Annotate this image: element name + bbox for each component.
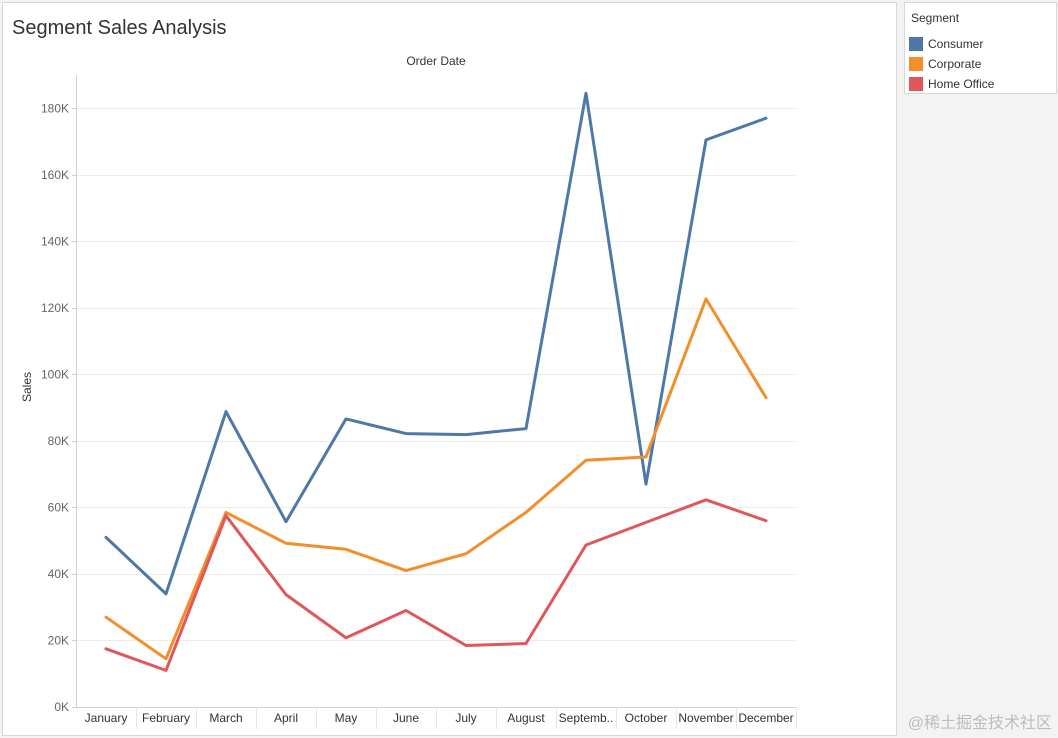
y-tick-label: 100K [41,367,69,381]
legend-item-consumer[interactable]: Consumer [908,35,1054,53]
legend-title: Segment [911,11,960,25]
legend-item-corporate[interactable]: Corporate [908,55,1054,73]
y-tick-label: 180K [41,101,69,115]
x-tick-label: November [678,711,733,725]
x-tick-label: December [738,711,793,725]
gridlines [76,108,796,641]
x-tick-label: June [393,711,419,725]
x-tick-label: January [85,711,128,725]
axes: 0K 20K 40K 60K 80K 100K 120K 140K 160K 180K Januar… [41,75,797,729]
x-tick-label: July [455,711,476,725]
top-axis-label: Order Date [406,54,466,68]
series-lines [104,91,768,672]
legend-swatch-consumer [909,37,923,51]
x-tick-label: April [274,711,298,725]
series-line-home-office[interactable] [104,498,768,672]
legend-label: Home Office [928,77,995,91]
x-tick-label: March [209,711,242,725]
legend-label: Corporate [928,57,982,71]
legend-swatch-home-office [909,77,923,91]
x-tick-label: October [625,711,668,725]
watermark: @稀土掘金技术社区 [907,715,1052,732]
legend-label: Consumer [928,37,984,51]
y-tick-label: 60K [48,500,69,514]
x-tick-label: February [142,711,190,725]
series-line-consumer[interactable] [104,91,768,596]
series-line-corporate[interactable] [104,297,768,661]
y-tick-label: 20K [48,633,69,647]
legend-swatch-corporate [909,57,923,71]
y-tick-label: 140K [41,234,69,248]
y-axis-label: Sales [20,372,34,402]
x-tick-label: Septemb.. [559,711,614,725]
x-tick-label: May [335,711,358,725]
y-tick-label: 80K [48,434,69,448]
sheet-title: Segment Sales Analysis [12,17,227,39]
y-tick-label: 160K [41,168,69,182]
legend-item-home-office[interactable]: Home Office [908,75,1054,93]
x-tick-label: August [507,711,545,725]
y-tick-label: 120K [41,301,69,315]
y-tick-label: 0K [54,700,69,714]
segment-legend: Segment Consumer Corporate Home Office [904,2,1057,94]
y-tick-label: 40K [48,567,69,581]
